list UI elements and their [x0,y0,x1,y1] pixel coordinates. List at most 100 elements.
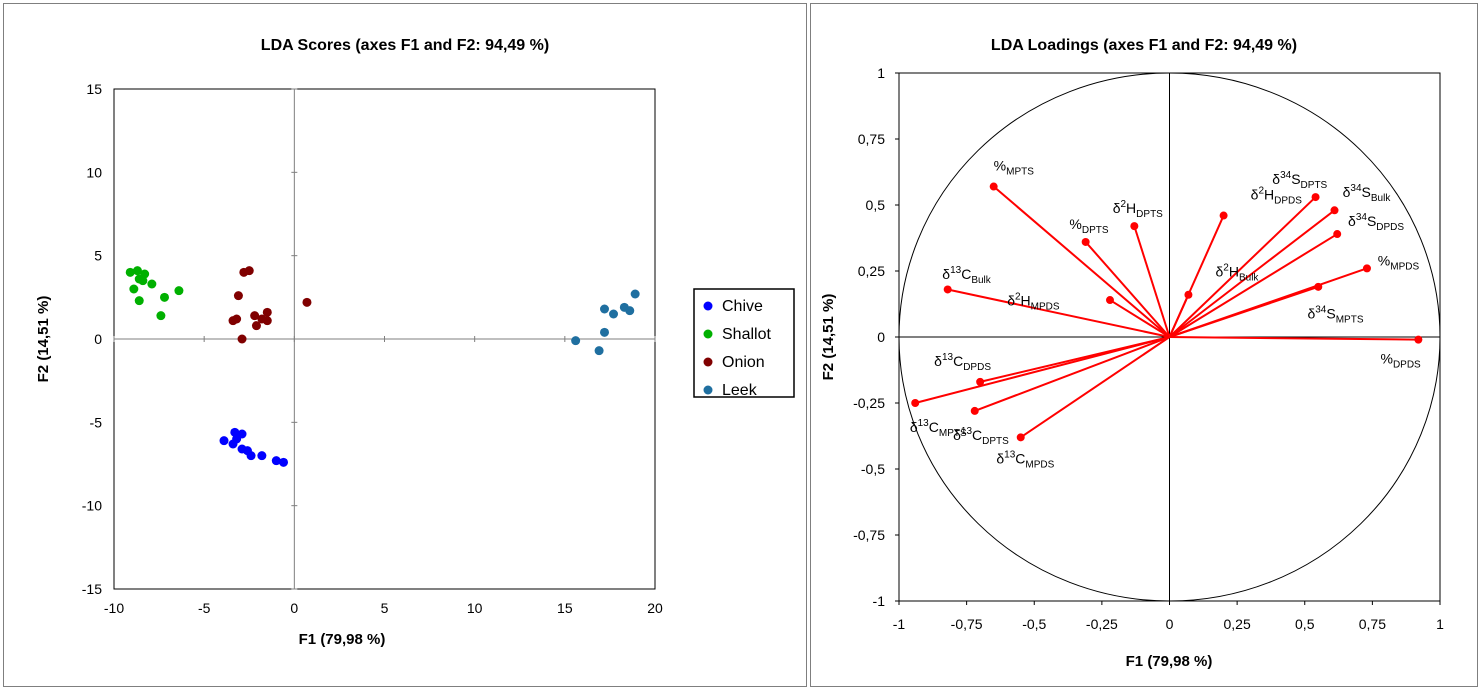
loadings-xtick-label: -0,25 [1086,616,1118,632]
scores-point-chive [279,457,289,467]
loading-label-pct-mpds: %MPDS [1378,253,1420,273]
scores-point-chive [232,434,242,444]
scores-ytick-label: 10 [86,164,102,180]
loading-vector-d13C-mpds [1020,336,1171,439]
scores-point-shallot [159,292,169,302]
legend-label-chive: Chive [722,298,763,315]
legend-marker-leek [703,385,713,395]
loading-point-d13C-mpds [1016,433,1025,442]
loadings-title: LDA Loadings (axes F1 and F2: 94,49 %) [991,37,1297,54]
loading-point-d34S-mpts [1314,282,1323,291]
loading-label-d2H-bulk: δ2HBulk [1215,262,1259,283]
loading-label-d13C-dpds: δ13CDPDS [934,352,991,373]
loading-point-pct-dpts [1081,237,1090,246]
loadings-xtick-label: -0,75 [951,616,983,632]
scores-point-shallot [129,284,139,294]
scores-point-shallot [147,279,157,289]
scores-title: LDA Scores (axes F1 and F2: 94,49 %) [261,37,549,54]
loadings-ytick-label: 1 [877,65,885,81]
scores-point-shallot [174,286,184,296]
scores-point-onion [302,297,312,307]
scores-point-leek [600,327,610,337]
scores-point-chive [246,451,256,461]
loadings-xlabel: F1 (79,98 %) [1126,653,1213,670]
scores-point-shallot [132,266,142,276]
loading-vector-pct-dpts [1084,241,1171,338]
scores-point-onion [262,316,272,326]
scores-xtick-label: -10 [104,600,124,616]
scores-point-onion [233,291,243,301]
loadings-ytick-label: 0,5 [866,197,886,213]
scores-ytick-label: 5 [94,248,102,264]
legend-label-shallot: Shallot [722,326,771,343]
loadings-xtick-label: 0,25 [1224,616,1251,632]
loading-label-pct-dpds: %DPDS [1380,350,1421,370]
loading-label-d34S-mpts: δ34SMPTS [1307,305,1363,326]
loadings-xtick-label: 0,75 [1359,616,1386,632]
scores-ytick-label: 0 [94,331,102,347]
scores-point-onion [237,334,247,344]
loading-label-d2H-dpts: δ2HDPTS [1113,199,1163,220]
loading-label-pct-mpts: %MPTS [994,158,1035,178]
lda-loadings-panel: LDA Loadings (axes F1 and F2: 94,49 %) -… [810,3,1478,687]
scores-point-onion [250,311,260,321]
loadings-xtick-label: 0,5 [1295,616,1315,632]
scores-xtick-label: 20 [647,600,663,616]
lda-loadings-chart: LDA Loadings (axes F1 and F2: 94,49 %) -… [820,37,1444,670]
loading-point-d2H-dpds [1219,211,1228,220]
loading-label-d13C-dpts: δ13CDPTS [953,426,1009,447]
loadings-ytick-label: -0,5 [861,461,885,477]
loading-vector-d2H-dpts [1133,225,1171,338]
loading-vector-d34S-mpts [1169,285,1319,338]
scores-xtick-label: 10 [467,600,483,616]
scores-xtick-label: -5 [198,600,211,616]
legend-marker-chive [703,301,713,311]
loading-label-d13C-mpts: δ13CMPTS [910,418,967,439]
scores-xtick-label: 0 [290,600,298,616]
scores-point-leek [600,304,610,314]
loadings-ytick-label: 0,25 [858,263,885,279]
loading-point-pct-mpds [1362,264,1371,273]
loading-vector-d13C-mpts [914,336,1170,404]
scores-xtick-label: 15 [557,600,573,616]
loading-point-d13C-bulk [943,285,952,294]
legend-label-leek: Leek [722,382,758,399]
loading-point-pct-dpds [1414,335,1423,344]
loading-vector-d2H-mpds [1109,299,1171,338]
loading-vector-d13C-dpts [974,336,1170,412]
loadings-ytick-label: -0,75 [853,527,885,543]
loading-label-d2H-mpds: δ2HMPDS [1007,291,1060,312]
scores-point-shallot [134,296,144,306]
scores-point-chive [219,436,229,446]
loadings-xtick-label: 0 [1166,616,1174,632]
scores-ytick-label: 15 [86,81,102,97]
loadings-xtick-label: -0,5 [1022,616,1046,632]
loading-label-d13C-bulk: δ13CBulk [942,265,992,286]
loading-point-d34S-dpts [1311,193,1320,202]
loading-point-d13C-dpts [970,406,979,415]
loading-vector-pct-dpds [1169,336,1419,341]
scores-point-chive [257,451,267,461]
loading-label-d34S-dpds: δ34SDPDS [1348,212,1404,233]
scores-ytick-label: -10 [82,498,102,514]
scores-point-onion [251,321,261,331]
scores-ylabel: F2 (14,51 %) [35,296,52,383]
loadings-xtick-label: 1 [1436,616,1444,632]
scores-xlabel: F1 (79,98 %) [299,631,386,648]
legend-label-onion: Onion [722,354,765,371]
loading-label-pct-dpts: %DPTS [1069,216,1108,236]
scores-ytick-label: -5 [90,414,103,430]
loading-point-pct-mpts [989,182,998,191]
loading-label-d34S-dpts: δ34SDPTS [1272,170,1327,191]
loading-vector-d34S-dpts [1168,196,1317,338]
scores-point-shallot [134,274,144,284]
loading-vector-d34S-bulk [1168,209,1336,338]
lda-scores-chart: LDA Scores (axes F1 and F2: 94,49 %) -10… [35,37,795,648]
loadings-ytick-label: -0,25 [853,395,885,411]
loading-label-d2H-dpds: δ2HDPDS [1251,186,1303,207]
loadings-ytick-label: 0,75 [858,131,885,147]
legend-marker-shallot [703,329,713,339]
scores-point-leek [630,289,640,299]
scores-point-onion [262,307,272,317]
scores-point-shallot [156,311,166,321]
